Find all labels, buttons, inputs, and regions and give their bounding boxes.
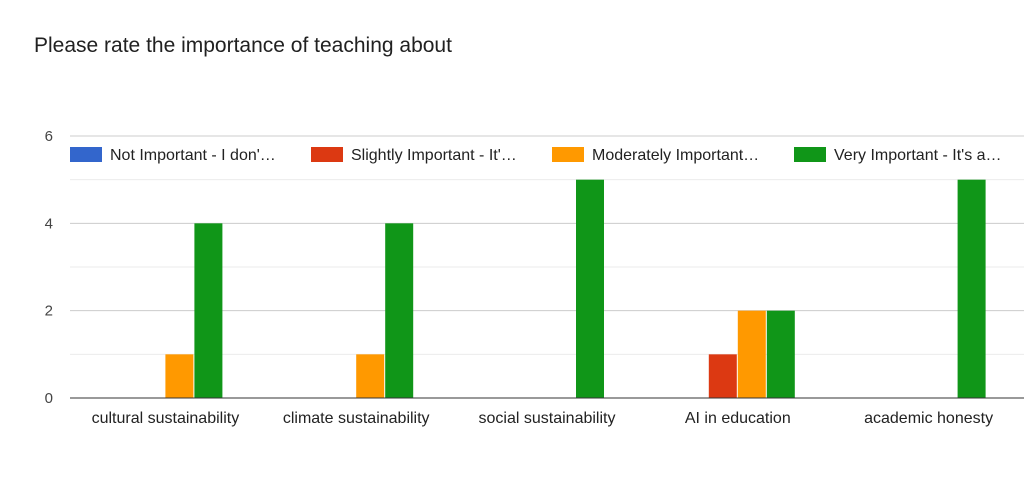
x-tick-label: AI in education [685, 410, 791, 427]
bar[interactable] [385, 223, 414, 398]
bar[interactable] [737, 310, 766, 398]
legend-swatch [70, 147, 102, 162]
legend-label: Moderately Important… [592, 147, 759, 164]
bar[interactable] [576, 179, 604, 398]
bars [165, 179, 986, 398]
legend-swatch [311, 147, 343, 162]
bar[interactable] [165, 354, 194, 398]
x-tick-label: cultural sustainability [92, 410, 240, 427]
x-tick-label: academic honesty [864, 410, 993, 427]
y-tick-label: 2 [45, 303, 53, 320]
legend-swatch [794, 147, 826, 162]
bar[interactable] [957, 179, 986, 398]
legend-label: Slightly Important - It'… [351, 147, 517, 164]
x-tick-label: social sustainability [479, 410, 616, 427]
y-tick-label: 6 [45, 128, 53, 145]
y-tick-label: 0 [45, 390, 53, 407]
legend[interactable]: Not Important - I don'… Slightly Importan… [70, 147, 1002, 164]
y-tick-label: 4 [45, 215, 53, 232]
bar[interactable] [194, 223, 223, 398]
gridlines [70, 135, 1024, 355]
legend-item[interactable]: Very Important - It's a… [794, 147, 1002, 164]
legend-item[interactable]: Not Important - I don'… [70, 147, 276, 164]
legend-label: Not Important - I don'… [110, 147, 276, 164]
legend-label: Very Important - It's a… [834, 147, 1002, 164]
bar[interactable] [356, 354, 385, 398]
x-tick-label: climate sustainability [283, 410, 430, 427]
legend-swatch [552, 147, 584, 162]
x-axis-labels: cultural sustainability climate sustainab… [92, 410, 993, 427]
legend-item[interactable]: Slightly Important - It'… [311, 147, 517, 164]
bar[interactable] [766, 310, 795, 398]
bar[interactable] [708, 354, 737, 398]
chart-title: Please rate the importance of teaching a… [34, 34, 452, 57]
y-axis-ticks: 0 2 4 6 [45, 128, 53, 407]
legend-item[interactable]: Moderately Important… [552, 147, 759, 164]
